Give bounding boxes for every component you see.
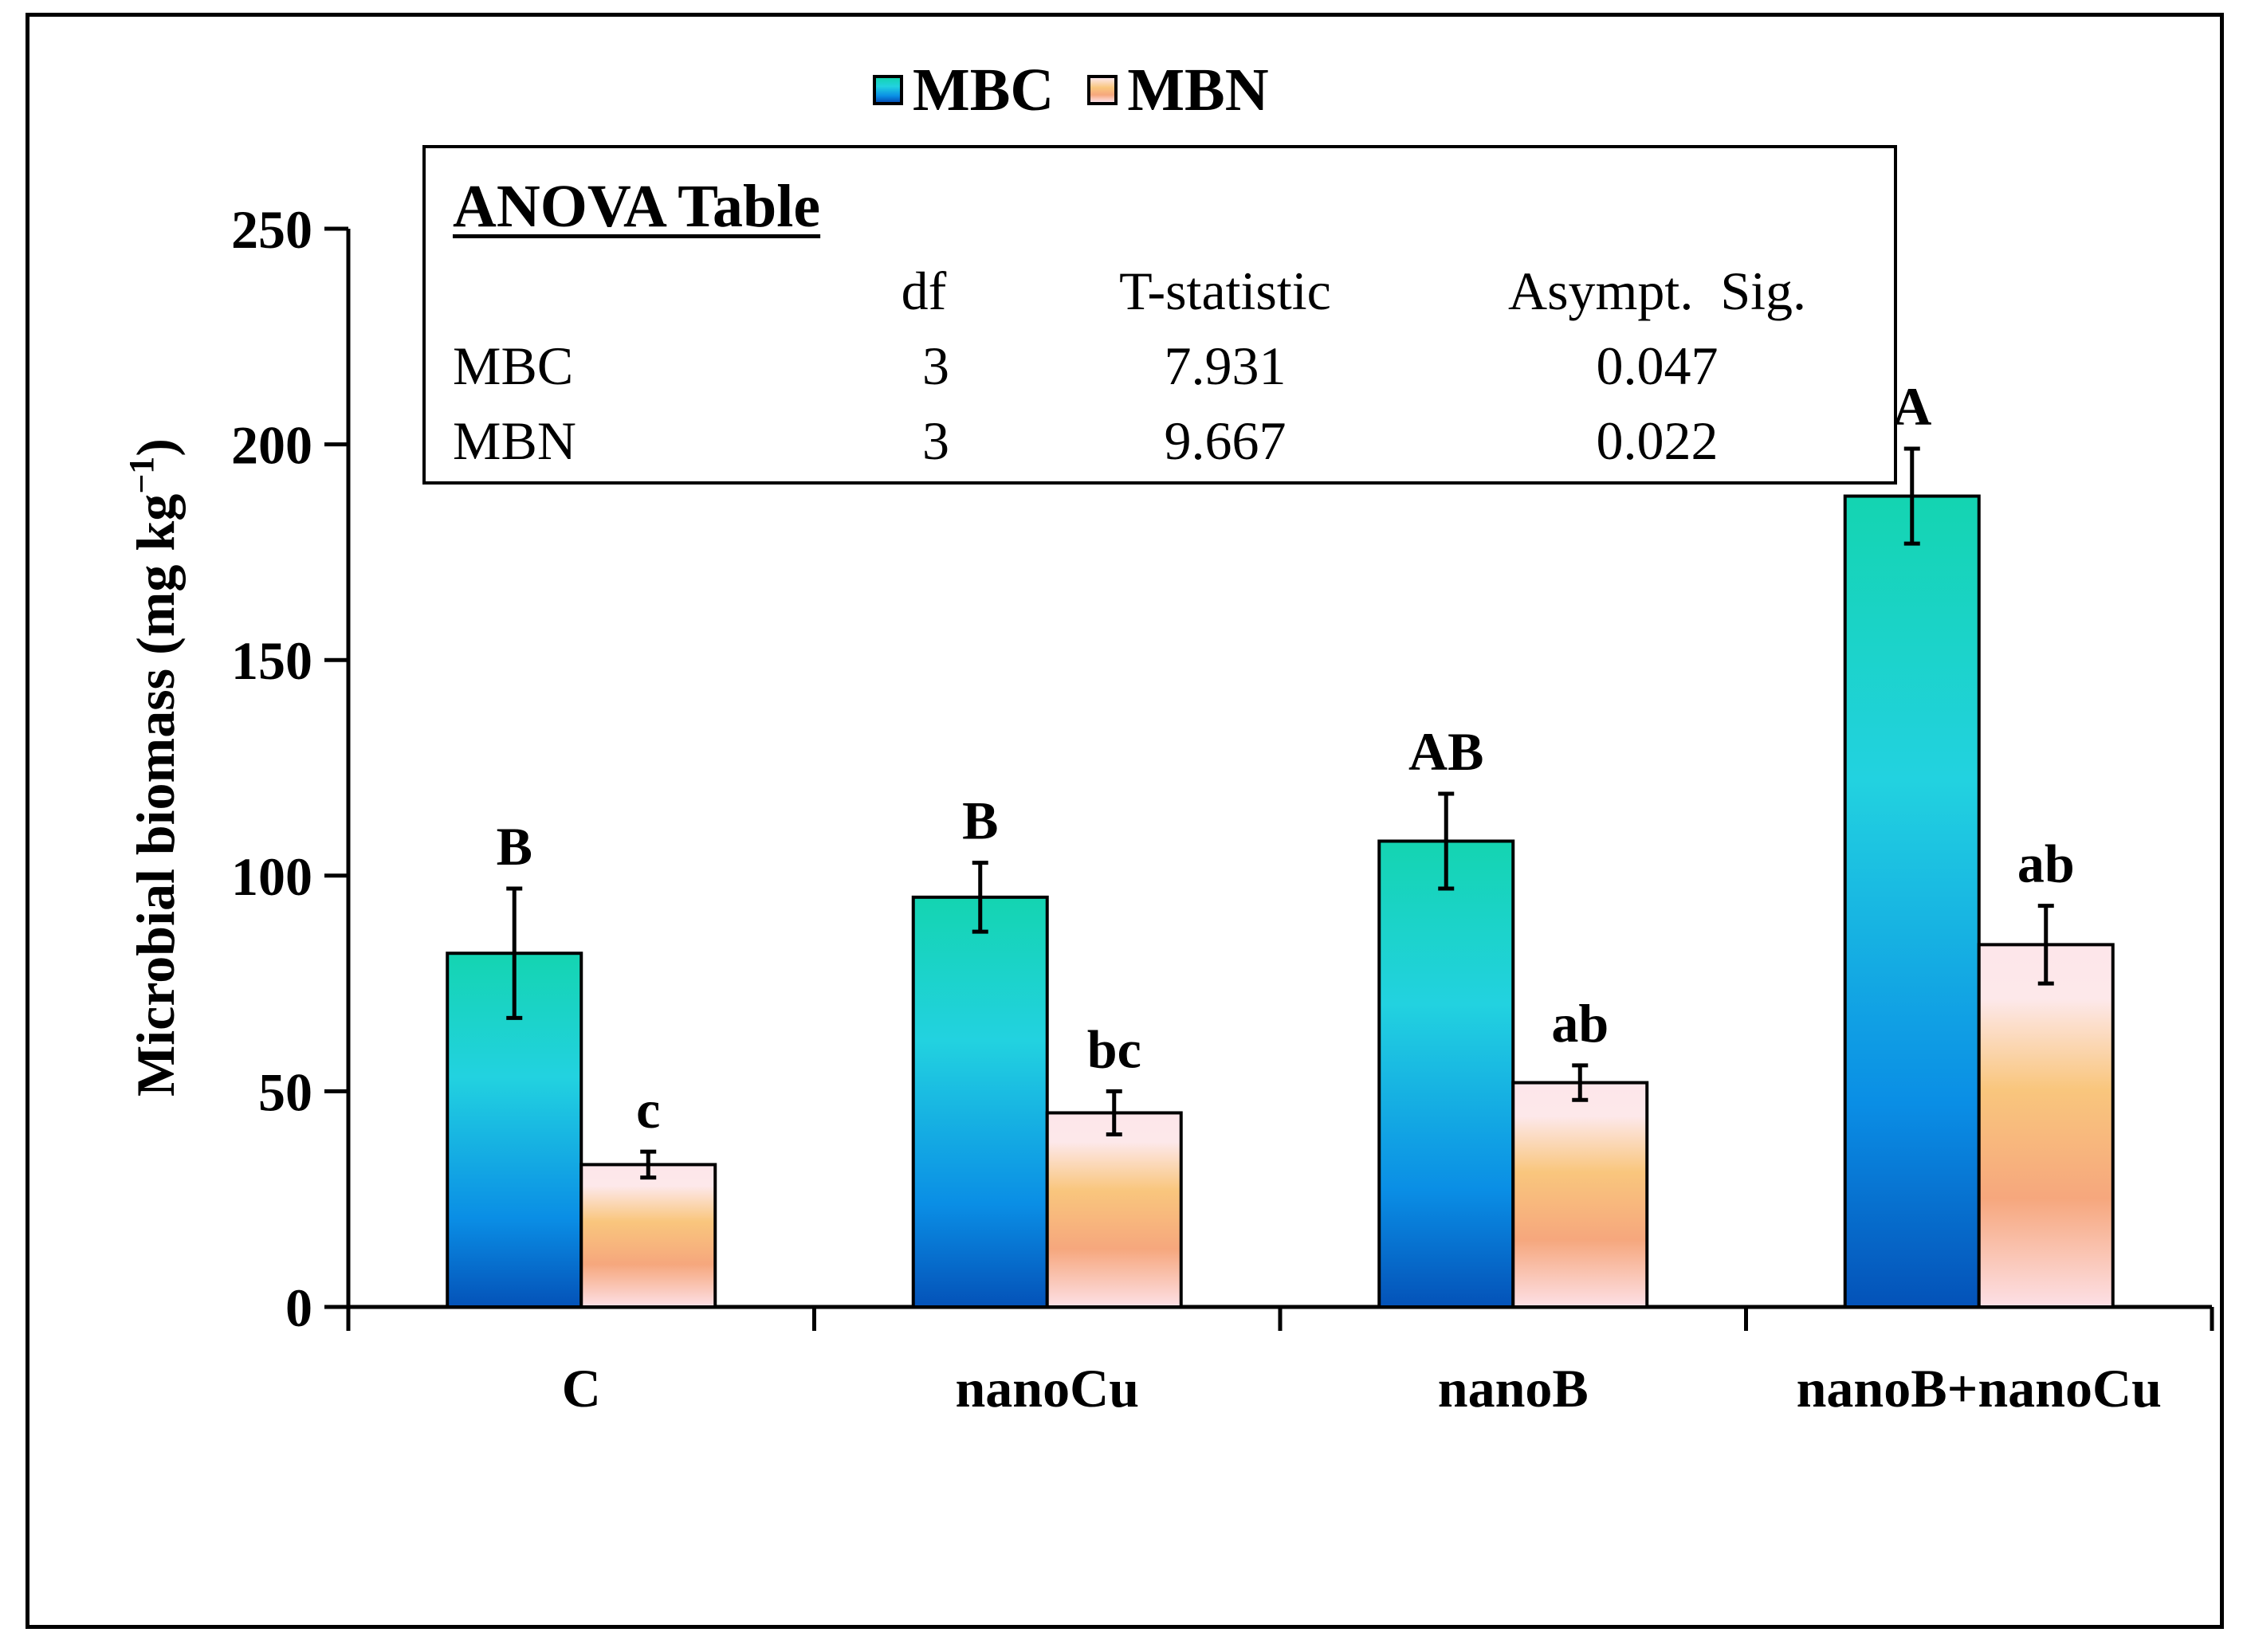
bar-mbc-3 (1843, 494, 1981, 1309)
anova-row-label-mbc: MBC (453, 336, 574, 396)
x-tick-label-3: nanoB+nanoCu (1797, 1358, 2162, 1419)
anova-row-mbc-sig: 0.047 (1596, 336, 1719, 396)
sig-letter-mbc-2: AB (1408, 721, 1483, 782)
error-bars (506, 446, 2054, 1180)
bar-mbn-0 (579, 1163, 717, 1309)
legend-label-mbn: MBN (1127, 56, 1269, 124)
bars (446, 494, 2115, 1309)
y-tick-label-50: 50 (258, 1061, 312, 1122)
y-axis-label: Microbial biomass (mg kg−1) (122, 438, 186, 1097)
x-tick-label-1: nanoCu (955, 1358, 1139, 1419)
anova-header-asympt-sig: Asympt. Sig. (1507, 261, 1807, 321)
y-axis-label-close: ) (125, 438, 186, 457)
sig-letter-mbn-2: ab (1551, 993, 1609, 1054)
chart-labels: C Bc nanoCu Bbc nanoB AB ab nanoB+nanoCu Aab Micr… (122, 376, 2162, 1419)
legend-item-mbn: MBN (1087, 56, 1269, 125)
y-axis-label-main: Microbial biomass (mg kg (125, 494, 186, 1097)
legend-swatch-mbn (1087, 75, 1118, 105)
x-tick-label-2: nanoB (1438, 1358, 1589, 1419)
y-tick-label-0: 0 (285, 1277, 312, 1338)
anova-row-label-mbn: MBN (453, 410, 576, 471)
sig-letter-mbn-3: ab (2017, 834, 2075, 894)
y-axis-label-superscript: −1 (122, 457, 161, 494)
bar-mbc-1 (911, 895, 1049, 1309)
bar-mbc-2 (1377, 839, 1515, 1309)
anova-header-t-statistic: T-statistic (1119, 261, 1331, 321)
anova-row-mbn-sig: 0.022 (1596, 410, 1719, 471)
anova-header-df: df (901, 261, 947, 321)
axes: 0 50 100 150 200 250 (231, 199, 2214, 1338)
x-tick-label-0: C (562, 1358, 601, 1419)
legend-label-mbc: MBC (913, 56, 1055, 124)
sig-letter-mbc-1: B (962, 791, 998, 851)
sig-letter-mbc-0: B (497, 816, 532, 877)
bar-mbn-3 (1977, 943, 2115, 1309)
anova-row-mbn-df: 3 (922, 410, 949, 471)
sig-letter-mbn-1: bc (1087, 1018, 1141, 1079)
y-tick-label-100: 100 (231, 846, 312, 907)
anova-table: ANOVA Table df T-statistic Asympt. Sig. … (422, 145, 1897, 485)
figure-frame (26, 13, 2224, 1629)
legend-swatch-mbc (873, 75, 903, 105)
legend: MBC MBN (873, 54, 1302, 126)
legend-item-mbc: MBC (873, 56, 1054, 125)
bar-mbn-2 (1511, 1081, 1649, 1309)
anova-row-mbc-df: 3 (922, 336, 949, 396)
y-tick-label-150: 150 (231, 630, 312, 691)
y-tick-label-200: 200 (231, 415, 312, 476)
anova-row-mbn-t: 9.667 (1164, 410, 1287, 471)
sig-letter-mbn-0: c (636, 1079, 660, 1140)
y-tick-label-250: 250 (231, 199, 312, 260)
anova-title: ANOVA Table (453, 173, 821, 240)
bar-mbn-1 (1045, 1111, 1183, 1309)
sig-letter-mbc-3: A (1892, 376, 1931, 437)
anova-row-mbc-t: 7.931 (1164, 336, 1287, 396)
